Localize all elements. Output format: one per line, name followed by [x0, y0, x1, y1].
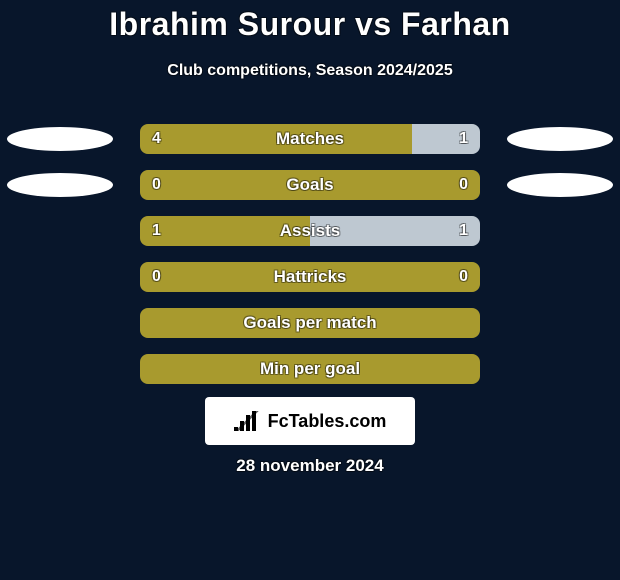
stat-value-right: 1: [447, 216, 480, 246]
stat-row: 00Hattricks: [0, 262, 620, 292]
stat-bar: [140, 354, 480, 384]
stat-value-right: 0: [447, 262, 480, 292]
stat-value-left: 0: [140, 170, 173, 200]
player-left-marker: [7, 173, 113, 197]
stat-value-right: 0: [447, 170, 480, 200]
subtitle: Club competitions, Season 2024/2025: [0, 62, 620, 80]
comparison-infographic: Ibrahim Surour vs Farhan Club competitio…: [0, 0, 620, 580]
player-right-marker: [507, 127, 613, 151]
chart-icon: [234, 411, 260, 431]
stat-bar: [140, 170, 480, 200]
page-title: Ibrahim Surour vs Farhan: [0, 6, 620, 43]
stat-bar: [140, 124, 480, 154]
player-right-marker: [507, 173, 613, 197]
stat-bar-left: [140, 170, 480, 200]
brand-text: FcTables.com: [268, 411, 387, 432]
stat-bar: [140, 262, 480, 292]
stat-bar: [140, 308, 480, 338]
stat-value-left: 0: [140, 262, 173, 292]
stat-value-left: 4: [140, 124, 173, 154]
stat-value-left: 1: [140, 216, 173, 246]
stat-bar-left: [140, 124, 412, 154]
stat-row: Min per goal: [0, 354, 620, 384]
date-text: 28 november 2024: [0, 456, 620, 476]
player-left-marker: [7, 127, 113, 151]
stat-row: 41Matches: [0, 124, 620, 154]
stat-bar: [140, 216, 480, 246]
stat-row: 11Assists: [0, 216, 620, 246]
stat-row: Goals per match: [0, 308, 620, 338]
stat-bar-left: [140, 354, 480, 384]
stat-row: 00Goals: [0, 170, 620, 200]
stat-bar-left: [140, 262, 480, 292]
stat-value-right: 1: [447, 124, 480, 154]
brand-badge: FcTables.com: [205, 397, 415, 445]
stat-bar-left: [140, 308, 480, 338]
